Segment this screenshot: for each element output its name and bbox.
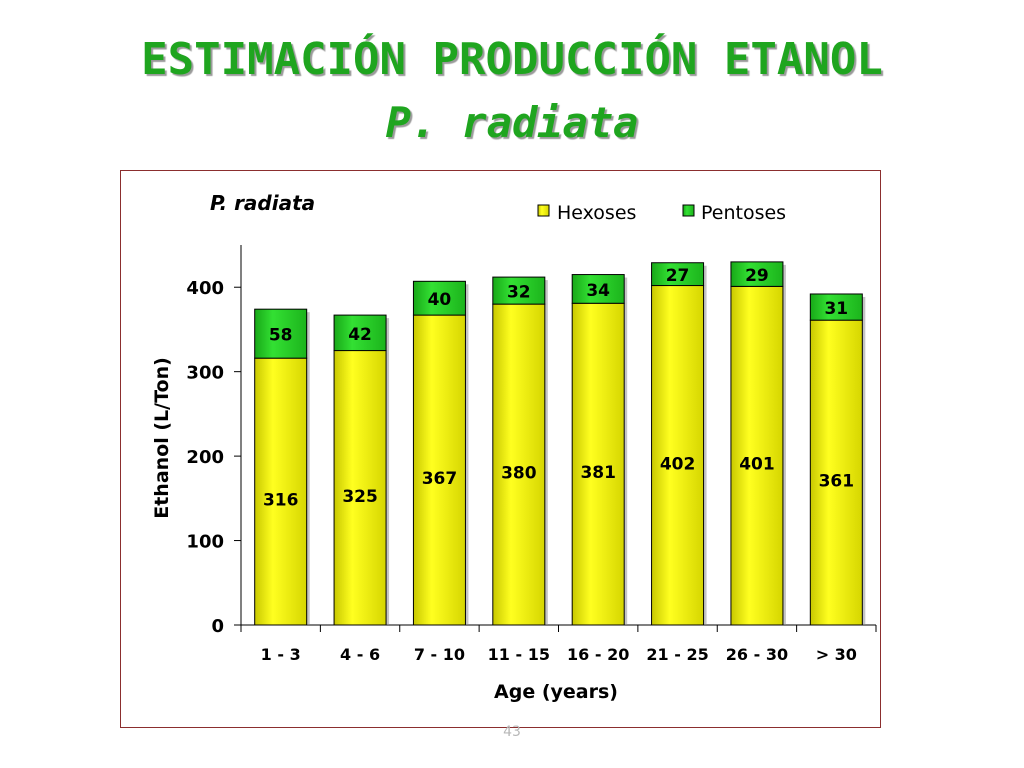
- data-label-hexoses: 367: [422, 469, 458, 489]
- chart-frame: [120, 170, 881, 728]
- y-tick-label: 100: [186, 532, 224, 553]
- bar-pentoses: [571, 274, 625, 304]
- bar-pentoses: [254, 308, 308, 359]
- bar-hexoses: [492, 303, 546, 626]
- data-label-hexoses: 380: [501, 464, 537, 484]
- data-label-hexoses: 361: [819, 472, 855, 492]
- bar-hexoses: [571, 302, 625, 626]
- data-label-hexoses: 402: [660, 454, 696, 474]
- data-label-pentoses: 29: [745, 266, 769, 286]
- bar-pentoses: [651, 262, 705, 287]
- bar-hexoses: [809, 319, 863, 626]
- x-tick-label: 21 - 25: [646, 645, 708, 664]
- chart-title: P. radiata: [210, 191, 315, 215]
- data-label-hexoses: 381: [580, 463, 616, 483]
- data-label-hexoses: 401: [739, 455, 775, 475]
- y-tick-label: 0: [211, 616, 224, 637]
- bar-pentoses: [492, 276, 546, 305]
- bar-pentoses: [333, 314, 387, 352]
- bar-hexoses: [333, 350, 387, 626]
- x-tick-label: 4 - 6: [340, 645, 380, 664]
- data-label-pentoses: 27: [666, 266, 690, 286]
- data-label-hexoses: 325: [342, 487, 378, 507]
- legend-label-hexoses: Hexoses: [557, 202, 636, 224]
- y-tick-label: 300: [186, 363, 224, 384]
- bar-pentoses: [730, 261, 784, 287]
- legend-swatch-hexoses: [537, 204, 550, 217]
- legend: Hexoses Pentoses: [537, 202, 786, 224]
- data-label-pentoses: 58: [269, 326, 293, 346]
- slide-subtitle: P. radiata: [385, 98, 639, 147]
- data-label-pentoses: 40: [428, 290, 452, 310]
- legend-swatch-pentoses: [682, 204, 695, 217]
- data-label-pentoses: 42: [348, 325, 372, 345]
- data-label-pentoses: 31: [824, 299, 848, 319]
- bar-hexoses: [254, 357, 308, 626]
- bar-pentoses: [809, 293, 863, 321]
- x-axis-label: Age (years): [494, 681, 618, 703]
- y-axis-label: Ethanol (L/Ton): [151, 357, 173, 519]
- bar-pentoses: [412, 280, 466, 316]
- data-label-pentoses: 34: [586, 281, 610, 301]
- data-label-hexoses: 316: [263, 491, 299, 511]
- bar-hexoses: [730, 285, 784, 626]
- bar-hexoses: [651, 285, 705, 626]
- y-tick-label: 200: [186, 447, 224, 468]
- x-tick-label: 11 - 15: [488, 645, 550, 664]
- x-tick-label: > 30: [816, 645, 857, 664]
- x-tick-label: 7 - 10: [414, 645, 465, 664]
- data-label-pentoses: 32: [507, 283, 531, 303]
- page-number: 43: [503, 724, 521, 740]
- x-tick-label: 26 - 30: [726, 645, 788, 664]
- bars: 316 58 1 - 3 325 42 4 - 6 367 40 7 - 10 380 32 11 -…: [254, 261, 866, 664]
- bar-hexoses: [412, 314, 466, 626]
- slide-title: ESTIMACIÓN PRODUCCIÓN ETANOL: [141, 34, 883, 85]
- x-tick-label: 16 - 20: [567, 645, 629, 664]
- legend-label-pentoses: Pentoses: [701, 202, 786, 224]
- y-tick-label: 400: [186, 278, 224, 299]
- x-tick-label: 1 - 3: [261, 645, 301, 664]
